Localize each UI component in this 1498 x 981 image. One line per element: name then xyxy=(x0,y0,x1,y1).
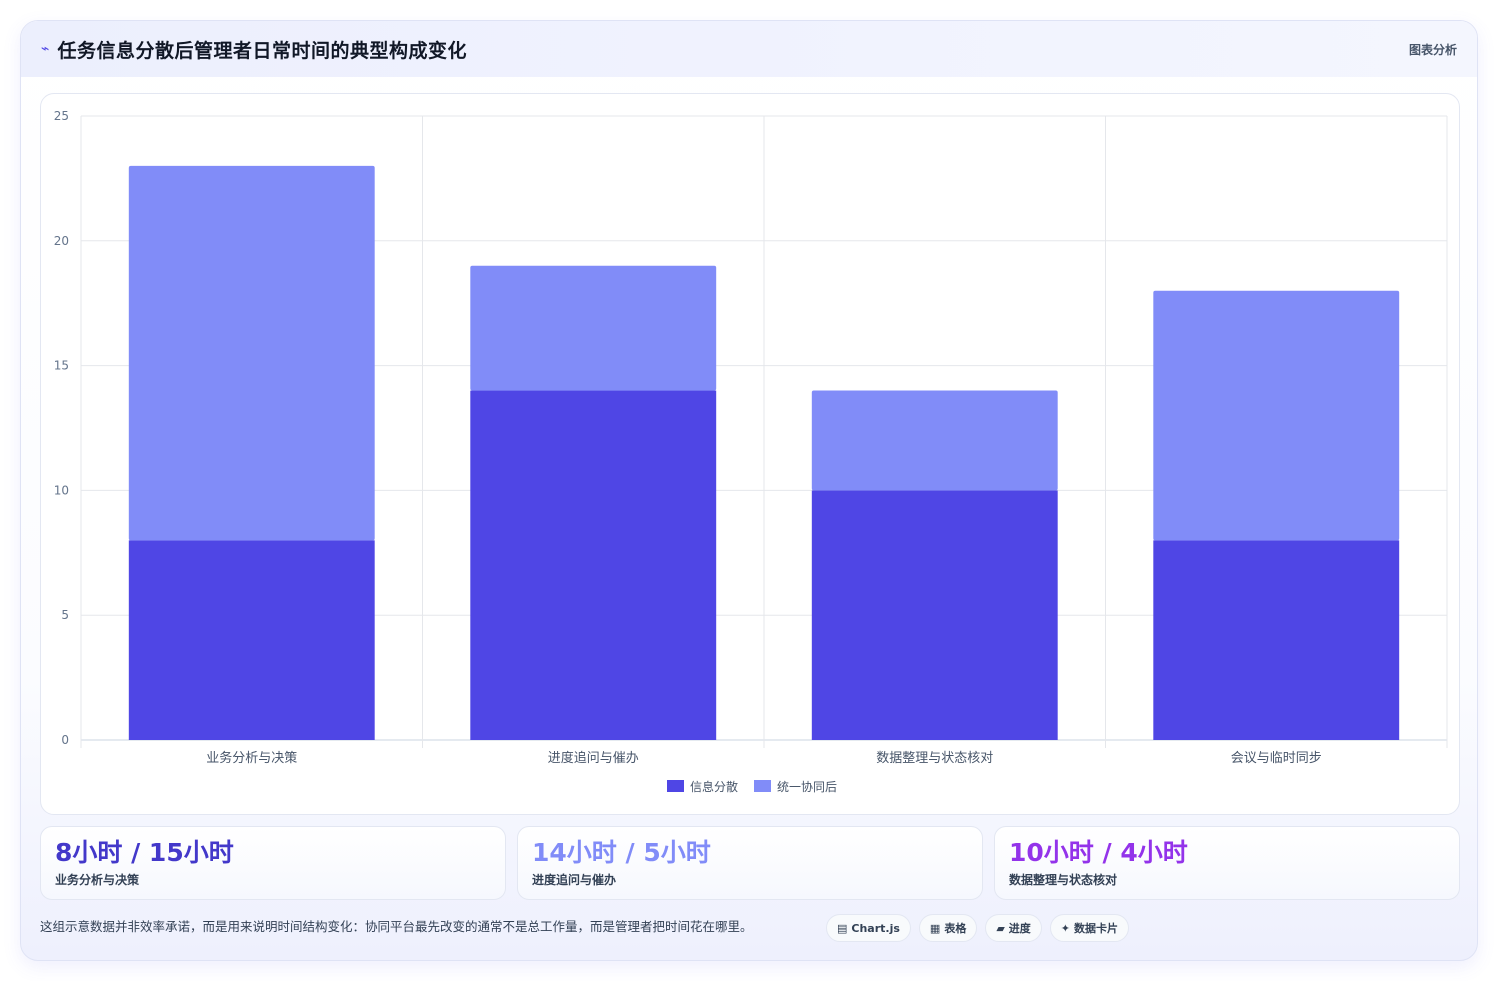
bar-scattered xyxy=(1153,540,1400,740)
card-header: ⌁ 任务信息分散后管理者日常时间的典型构成变化 图表分析 xyxy=(21,21,1477,77)
legend-swatch xyxy=(667,780,684,792)
stat-value: 14小时 / 5小时 xyxy=(532,838,711,867)
stat-card-1: 8小时 / 15小时 业务分析与决策 xyxy=(40,826,506,900)
stat-label: 进度追问与催办 xyxy=(532,873,617,887)
chip-label: 数据卡片 xyxy=(1074,922,1119,935)
stat-label: 业务分析与决策 xyxy=(55,873,140,887)
chip-table[interactable]: ▦ 表格 xyxy=(918,914,978,942)
x-tick-label: 业务分析与决策 xyxy=(206,750,297,766)
feature-chips: ▤ Chart.js ▦ 表格 ▰ 进度 ✦ 数据卡片 xyxy=(826,914,1130,942)
card-title: 任务信息分散后管理者日常时间的典型构成变化 xyxy=(57,39,467,62)
legend-label: 信息分散 xyxy=(690,779,738,794)
bar-unified xyxy=(811,390,1058,491)
x-tick-label: 进度追问与催办 xyxy=(548,750,639,766)
chart-area: 0 5 10 15 20 25 业务分析与决策 进度追问与催办 数据整理与状态核对 会议与临时同步… xyxy=(40,93,1460,815)
chart-line-icon: ⌁ xyxy=(41,41,50,57)
table-icon: ▦ xyxy=(929,921,941,935)
chip-progress[interactable]: ▰ 进度 xyxy=(985,914,1042,942)
stat-label: 数据整理与状态核对 xyxy=(1009,873,1118,887)
chip-label: 表格 xyxy=(944,922,967,935)
sparkle-icon: ✦ xyxy=(1060,921,1071,935)
progress-icon: ▰ xyxy=(996,921,1005,935)
stat-value: 8小时 / 15小时 xyxy=(55,838,234,867)
stat-card-2: 14小时 / 5小时 进度追问与催办 xyxy=(517,826,983,900)
y-tick-label: 15 xyxy=(54,359,69,373)
y-tick-label: 10 xyxy=(54,483,69,497)
x-tick-label: 数据整理与状态核对 xyxy=(876,751,993,766)
footer-note: 这组示意数据并非效率承诺，而是用来说明时间结构变化：协同平台最先改变的通常不是总… xyxy=(40,919,753,934)
bar-scattered xyxy=(811,490,1058,740)
stat-cards: 8小时 / 15小时 业务分析与决策 14小时 / 5小时 进度追问与催办 10… xyxy=(40,826,1460,900)
legend-label: 统一协同后 xyxy=(777,779,837,794)
y-tick-label: 0 xyxy=(61,733,69,747)
bar-scattered xyxy=(470,390,717,740)
chip-data-card[interactable]: ✦ 数据卡片 xyxy=(1049,914,1130,942)
chart-icon: ▤ xyxy=(837,921,848,935)
chart-type-tag: 图表分析 xyxy=(1408,42,1457,57)
chip-label: Chart.js xyxy=(851,921,900,935)
legend-swatch xyxy=(754,780,771,792)
x-tick-label: 会议与临时同步 xyxy=(1231,751,1322,766)
y-tick-label: 25 xyxy=(54,109,69,123)
stat-value: 10小时 / 4小时 xyxy=(1009,838,1188,867)
chip-label: 进度 xyxy=(1008,922,1031,935)
bar-unified xyxy=(1153,290,1400,541)
stacked-bar-chart: 0 5 10 15 20 25 业务分析与决策 进度追问与催办 数据整理与状态核对 会议与临时同步… xyxy=(54,109,1448,794)
y-tick-label: 20 xyxy=(54,234,69,248)
bar-unified xyxy=(470,265,717,391)
chart-card: ⌁ 任务信息分散后管理者日常时间的典型构成变化 图表分析 0 5 10 15 20 25 业… xyxy=(20,20,1478,961)
y-tick-label: 5 xyxy=(61,608,69,622)
bar-scattered xyxy=(128,540,375,740)
stat-card-3: 10小时 / 4小时 数据整理与状态核对 xyxy=(994,826,1460,900)
bar-unified xyxy=(128,165,375,541)
chip-chartjs[interactable]: ▤ Chart.js xyxy=(826,914,911,942)
